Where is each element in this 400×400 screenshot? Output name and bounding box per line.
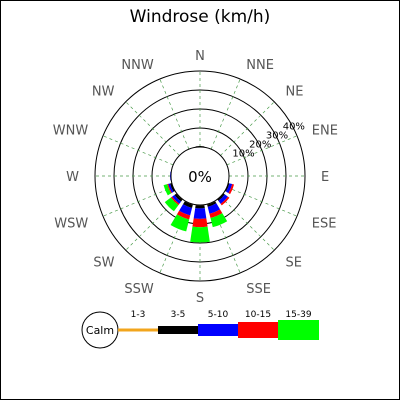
spoke-nnw [159,78,190,150]
spoke-ne [220,101,275,156]
spoke-ene [226,135,298,166]
legend-label-3-5: 3-5 [171,310,186,320]
legend-calm-label: Calm [86,324,114,337]
direction-label-wnw: WNW [53,124,89,139]
bar-s-15-39 [190,226,210,243]
bar-ssw-15-39 [170,214,190,232]
bar-ese-10-15 [228,184,235,195]
direction-label-sw: SW [93,256,114,271]
spoke-wnw [102,135,174,166]
direction-label-ssw: SSW [124,282,154,297]
direction-label-e: E [321,170,329,185]
bar-sse-15-39 [210,213,228,228]
spoke-nne [210,78,241,150]
spoke-wsw [102,186,174,217]
bar-ese-5-10 [225,183,233,194]
bar-se-5-10 [218,194,228,204]
bar-se-10-15 [220,196,230,206]
ring-labels: 10%20%30%40% [232,122,305,160]
direction-label-ne: NE [286,84,304,99]
ring-label-40: 40% [283,122,305,133]
bar-n-3-5 [195,146,205,147]
bar-s-3-5 [195,205,205,209]
bar-sw-15-39 [164,197,179,212]
direction-label-ene: ENE [312,124,338,139]
ring-label-10: 10% [232,148,254,159]
spoke-se [220,196,275,251]
bar-s-5-10 [193,208,207,219]
direction-label-wsw: WSW [54,216,88,231]
bar-ssw-5-10 [179,204,193,216]
direction-label-nne: NNE [246,58,274,73]
direction-labels: N NNE NE ENE E ESE SE SSE S SSW SW WSW W WNW NW NNW [53,49,338,306]
bar-ese-3-5 [225,183,230,192]
legend-swatch-5-10 [198,324,238,336]
bar-ssw-3-5 [183,201,193,209]
direction-label-n: N [195,49,205,64]
bar-sse-3-5 [207,201,217,207]
spoke-ese [226,186,298,217]
calm-percent-label: 0% [188,168,212,186]
direction-label-w: W [66,170,79,185]
legend-swatch-10-15 [238,322,278,338]
spoke-nw [125,101,180,156]
bar-sse-10-15 [209,209,223,218]
legend: Calm 1-3 3-5 5-10 10-15 15-39 [81,310,319,349]
legend-swatch-1-3 [118,328,158,332]
direction-label-nnw: NNW [121,58,153,73]
direction-label-sse: SSE [246,282,271,297]
chart-title: Windrose (km/h) [130,7,271,27]
bar-wsw-15-39 [163,184,172,196]
legend-label-15-39: 15-39 [285,310,311,320]
bar-ssw-10-15 [176,210,191,220]
ring-label-30: 30% [266,131,288,142]
legend-label-1-3: 1-3 [131,310,146,320]
legend-swatch-15-39 [278,320,319,340]
legend-swatch-3-5 [158,326,198,334]
direction-label-nw: NW [92,84,115,99]
bar-sw-10-15 [170,196,180,206]
bar-wsw-3-5 [170,183,175,192]
legend-label-5-10: 5-10 [208,310,229,320]
calm-circle [170,146,230,206]
ring-label-20: 20% [249,140,271,151]
direction-label-ese: ESE [312,216,337,231]
bar-sw-5-10 [172,194,182,204]
direction-label-s: S [196,291,204,306]
bar-wsw-10-15 [167,183,172,194]
grid-ring-40 [94,70,306,282]
legend-label-10-15: 10-15 [245,310,271,320]
bar-s-10-15 [192,218,208,228]
bar-sw-3-5 [174,193,183,202]
bar-sse-5-10 [207,203,221,214]
bar-wsw-5-10 [168,183,174,193]
bar-se-3-5 [217,193,225,201]
direction-label-se: SE [286,256,302,271]
